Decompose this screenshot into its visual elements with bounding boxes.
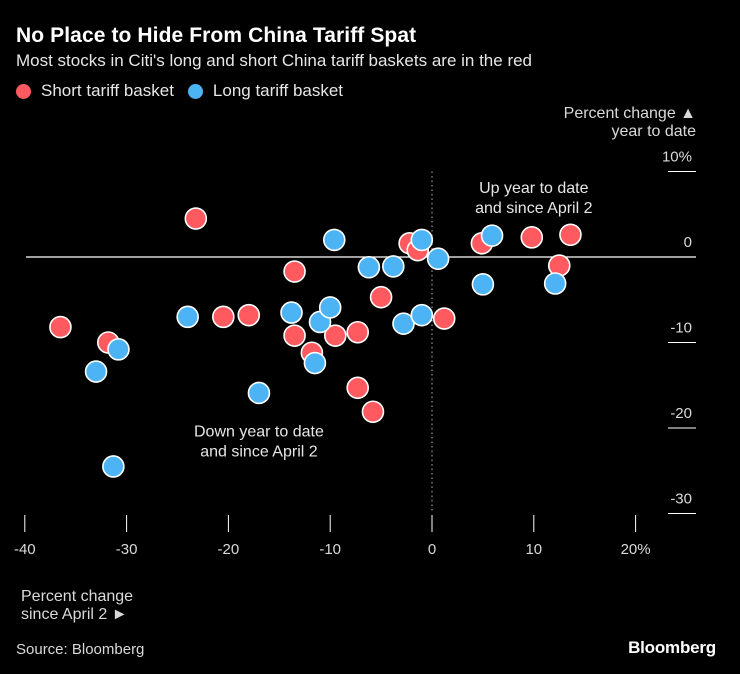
y-tick-label: -10 [670,320,692,337]
legend-long-label: Long tariff basket [212,81,344,100]
long-point [176,305,199,329]
annotation-up-line: Up year to date [479,180,589,197]
grid-layer: 10% 0 -10 -20 -30 -40 -30 -20 -10 0 10 20% [14,149,696,558]
long-point [247,381,271,405]
short-point [49,315,72,339]
short-point [520,226,544,249]
legend-short-dot-icon [16,83,31,99]
long-point [102,455,125,478]
annotation-down-line: and since April 2 [200,444,318,461]
legend-long-dot-icon [187,83,203,99]
long-point [280,301,303,324]
x-axis-caption-line1: Percent change [21,588,134,605]
short-point [237,303,261,327]
short-point [184,207,208,230]
long-point [426,247,450,271]
long-point [107,338,130,361]
legend-item-long: Long tariff basket [187,81,344,101]
short-point [283,324,306,347]
short-point [346,376,369,400]
short-point [346,320,369,344]
short-point [361,400,385,424]
short-point [559,223,582,247]
y-axis-caption-line2: year to date [611,123,697,140]
long-point [84,360,108,383]
long-point [357,255,381,279]
short-series-layer [49,207,582,424]
long-point [303,351,327,375]
short-point [283,260,306,283]
long-point [318,296,342,319]
brand-logo: Bloomberg [628,638,716,657]
long-point [322,228,346,252]
long-series-layer [84,224,567,478]
y-axis-caption-line1: Percent change ▲ [563,105,696,122]
y-tick-label: 0 [684,234,692,251]
y-tick-label: 10% [662,149,692,166]
annotation-layer: Up year to date and since April 2 Down yea… [194,180,593,461]
y-tick-label: -30 [670,491,692,508]
x-tick-label: 0 [428,541,436,558]
y-axis-caption: Percent change ▲ year to date [564,105,696,141]
short-point [369,285,393,309]
x-tick-label: -20 [218,541,240,558]
legend: Short tariff basket Long tariff basket [16,81,357,101]
x-tick-label: 20% [621,541,651,558]
long-point [543,272,567,295]
x-tick-label: -30 [116,541,138,558]
annotation-down-line: Down year to date [194,424,324,441]
x-tick-label: -40 [14,541,36,558]
annotation-up-line: and since April 2 [475,200,593,217]
long-point [410,303,434,327]
long-point [392,312,415,335]
source-note: Source: Bloomberg [16,641,145,658]
chart-subtitle: Most stocks in Citi's long and short Chi… [16,51,533,70]
long-point [471,273,495,296]
short-point [212,305,235,329]
x-tick-label: 10 [525,541,542,558]
long-point [410,228,434,252]
legend-item-short: Short tariff basket [16,81,174,101]
y-tick-label: -20 [670,405,692,422]
legend-short-label: Short tariff basket [41,81,174,100]
x-axis-caption: Percent change since April 2 ► [21,588,133,624]
long-point [480,224,504,247]
long-point [382,255,405,278]
x-tick-label: -10 [319,541,341,558]
short-point [323,324,347,347]
chart-title: No Place to Hide From China Tariff Spat [16,24,417,47]
short-point [432,307,456,330]
x-axis-caption-line2: since April 2 ► [21,606,128,623]
